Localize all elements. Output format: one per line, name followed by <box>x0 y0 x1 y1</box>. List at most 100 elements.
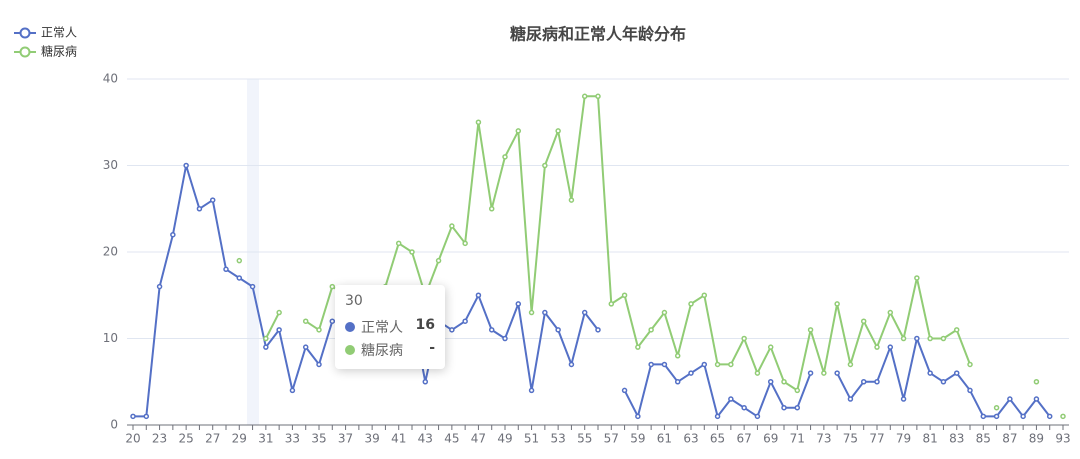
point <box>874 344 880 350</box>
point <box>688 301 694 307</box>
point <box>1046 413 1053 420</box>
tooltip-row: 正常人 16 <box>345 317 435 337</box>
y-tick-label: 20 <box>103 245 118 259</box>
point <box>462 318 468 324</box>
point <box>741 335 747 342</box>
point <box>794 404 801 411</box>
point <box>635 344 641 350</box>
point <box>688 370 694 376</box>
x-tick-label: 29 <box>232 432 247 446</box>
point <box>329 318 336 324</box>
x-tick-label: 53 <box>551 432 566 446</box>
x-tick-label: 89 <box>1029 432 1044 446</box>
legend-label: 正常人 <box>41 26 77 40</box>
point <box>449 223 455 229</box>
x-tick-label: 71 <box>790 432 805 446</box>
x-tick-label: 20 <box>125 432 140 446</box>
point <box>914 275 920 281</box>
point <box>528 309 535 316</box>
point <box>143 413 150 420</box>
x-tick-label: 23 <box>152 432 167 446</box>
tooltip-title: 30 <box>345 293 363 309</box>
point <box>1033 379 1040 385</box>
point <box>728 396 734 402</box>
point <box>183 162 189 169</box>
point <box>276 309 282 316</box>
point <box>542 162 548 169</box>
x-tick-label: 67 <box>737 432 752 446</box>
point <box>409 249 415 255</box>
point <box>767 379 774 385</box>
point <box>581 93 588 100</box>
point <box>223 266 229 273</box>
point <box>1033 396 1040 402</box>
tooltip-name: 正常人 <box>361 320 403 336</box>
point <box>980 413 987 420</box>
point <box>701 361 708 368</box>
point <box>900 396 907 402</box>
point <box>940 379 947 385</box>
point <box>674 379 681 385</box>
x-tick-label: 81 <box>923 432 938 446</box>
point <box>276 327 282 333</box>
x-tick-label: 49 <box>497 432 512 446</box>
point <box>834 301 840 307</box>
point <box>196 206 203 212</box>
x-tick-label: 39 <box>365 432 380 446</box>
point <box>887 344 894 350</box>
point <box>395 240 402 247</box>
point <box>449 327 455 333</box>
point <box>754 413 761 420</box>
x-tick-label: 45 <box>444 432 459 446</box>
point <box>847 396 854 402</box>
point <box>927 335 933 342</box>
point <box>621 292 628 298</box>
point <box>1020 413 1026 420</box>
x-tick-label: 25 <box>179 432 194 446</box>
tooltip-value: 16 <box>415 317 435 333</box>
point <box>595 327 601 333</box>
point <box>741 404 747 411</box>
x-tick-label: 57 <box>604 432 619 446</box>
point <box>316 361 322 368</box>
point <box>249 283 256 290</box>
point <box>515 128 522 134</box>
point <box>1007 396 1013 402</box>
x-tick-label: 27 <box>205 432 220 446</box>
point <box>263 344 269 350</box>
point <box>714 413 721 420</box>
point <box>209 197 216 203</box>
point <box>967 387 973 394</box>
x-tick-label: 59 <box>630 432 645 446</box>
point <box>502 335 508 342</box>
legend-icon <box>19 46 31 58</box>
legend-icon <box>19 27 31 39</box>
point <box>542 309 548 316</box>
point <box>236 257 243 264</box>
point <box>316 327 322 333</box>
point <box>555 327 561 333</box>
point <box>781 379 787 385</box>
point <box>767 344 774 350</box>
point <box>475 119 482 125</box>
point <box>422 379 429 385</box>
point <box>661 309 668 316</box>
chart-title: 糖尿病和正常人年龄分布 <box>510 25 686 44</box>
x-tick-label: 37 <box>338 432 353 446</box>
tooltip-name: 糖尿病 <box>361 343 403 359</box>
point <box>754 370 761 376</box>
point <box>648 327 654 333</box>
x-tick-label: 51 <box>524 432 539 446</box>
point <box>488 206 495 212</box>
x-tick-label: 41 <box>391 432 406 446</box>
tooltip: 30 正常人 16 糖尿病 - <box>335 285 445 369</box>
point <box>674 353 681 359</box>
point <box>874 379 880 385</box>
point <box>581 309 588 316</box>
point <box>914 335 920 342</box>
point <box>528 387 535 394</box>
point <box>953 370 960 376</box>
point <box>302 344 309 350</box>
x-tick-label: 47 <box>471 432 486 446</box>
